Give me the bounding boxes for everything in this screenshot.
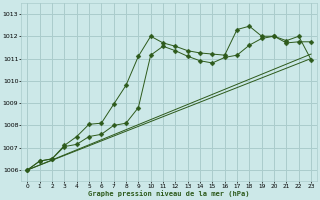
X-axis label: Graphe pression niveau de la mer (hPa): Graphe pression niveau de la mer (hPa) [88,190,250,197]
